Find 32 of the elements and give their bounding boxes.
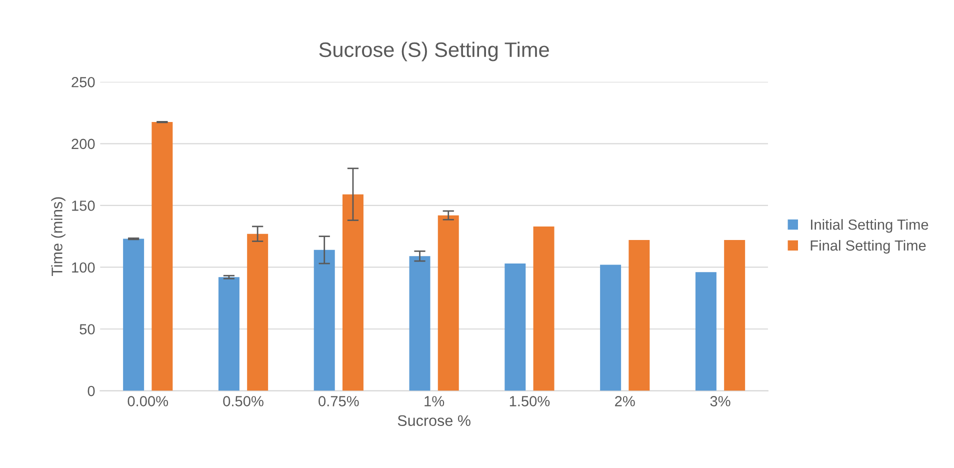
legend-label: Initial Setting Time: [810, 219, 928, 233]
legend-label: Final Setting Time: [810, 240, 926, 254]
y-axis-title: Time (mins): [51, 197, 66, 276]
x-tick-label: 3%: [710, 396, 730, 406]
bar: [409, 256, 430, 391]
chart-title: Sucrose (S) Setting Time: [319, 42, 549, 62]
bar: [628, 240, 650, 391]
y-tick-label: 50: [80, 324, 95, 334]
bar: [533, 226, 554, 391]
bar: [123, 238, 144, 391]
y-tick-label: 200: [72, 138, 95, 150]
bar: [247, 234, 268, 391]
x-axis-title: Sucrose %: [398, 415, 470, 426]
x-tick-label: 1%: [424, 396, 444, 406]
x-tick-label: 0.00%: [128, 396, 168, 406]
y-tick-label: 0: [88, 386, 95, 396]
bar: [600, 264, 622, 391]
bar: [152, 122, 173, 391]
y-tick-label: 150: [72, 200, 95, 211]
bar: [504, 264, 526, 391]
bar: [342, 194, 364, 391]
bar: [695, 272, 716, 391]
x-tick-label: 1.50%: [510, 396, 550, 406]
bar: [438, 215, 459, 391]
bar: [724, 240, 746, 391]
y-tick-label: 250: [72, 77, 95, 88]
bar: [314, 250, 335, 391]
x-tick-label: 0.75%: [318, 396, 359, 406]
x-tick-label: 2%: [615, 396, 635, 406]
y-tick-label: 100: [72, 262, 95, 273]
bar: [218, 277, 240, 391]
x-tick-label: 0.50%: [223, 396, 264, 406]
